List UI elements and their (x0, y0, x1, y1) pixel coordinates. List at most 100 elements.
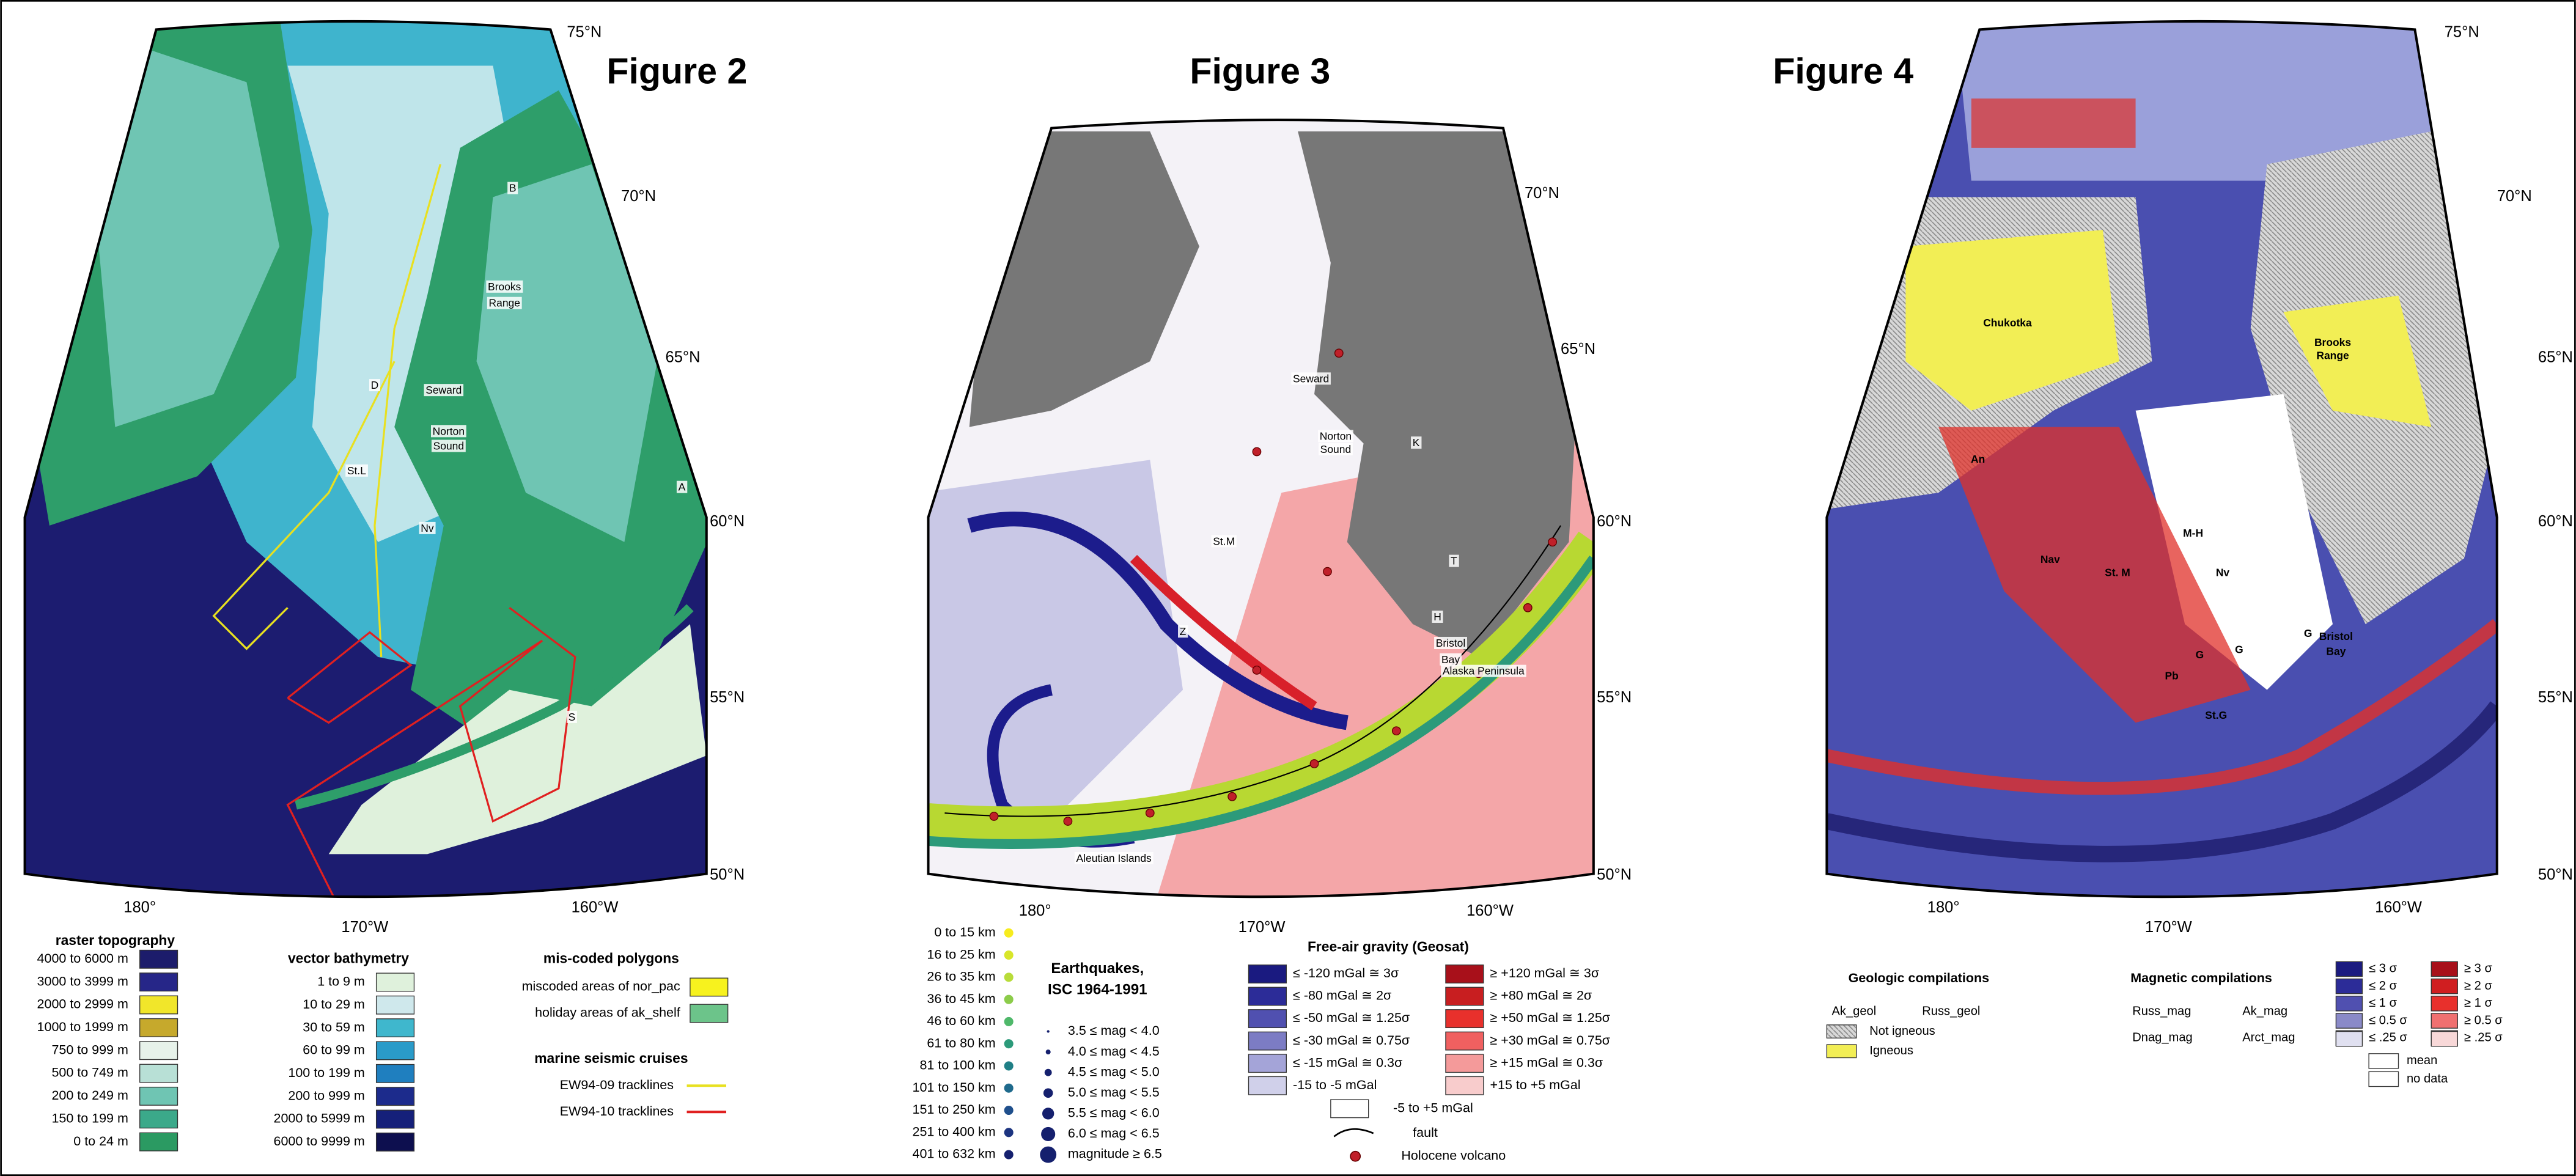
place-label: Norton (433, 425, 465, 437)
longitude-label: 180° (123, 899, 156, 916)
legend-label: ≥ +30 mGal ≅ 0.75σ (1490, 1033, 1611, 1048)
place-label: Brooks (488, 281, 521, 293)
legend-label: 401 to 632 km (913, 1147, 996, 1161)
legend-label: 150 to 199 m (51, 1111, 128, 1125)
legend-label: ≥ +50 mGal ≅ 1.25σ (1490, 1010, 1611, 1025)
legend-label: 6000 to 9999 m (274, 1134, 365, 1148)
legend-swatch (2431, 996, 2457, 1011)
latitude-label: 60°N (1597, 513, 1632, 530)
legend-dot (1004, 1017, 1014, 1026)
latitude-label: 55°N (2538, 689, 2573, 706)
legend-dot (1004, 1106, 1014, 1115)
legend-label: 100 to 199 m (288, 1065, 364, 1080)
legend-swatch (140, 973, 178, 991)
legend-label: ≥ +120 mGal ≅ 3σ (1490, 966, 1600, 980)
volcano (1393, 727, 1400, 735)
legend-label: Not igneous (1869, 1024, 1935, 1038)
longitude-label: 160°W (1466, 902, 1514, 919)
legend-title: Free-air gravity (Geosat) (1308, 939, 1469, 955)
longitude-label: 180° (1019, 902, 1051, 919)
legend-label: Arct_mag (2242, 1031, 2295, 1045)
legend-label: 151 to 250 km (913, 1102, 996, 1117)
legend-label: Holocene volcano (1401, 1148, 1506, 1163)
legend-swatch (1827, 1025, 1856, 1038)
place-label: Seward (425, 384, 462, 396)
legend-dot (1042, 1108, 1054, 1119)
legend-swatch (1249, 1054, 1287, 1073)
legend-label: magnitude ≥ 6.5 (1068, 1147, 1162, 1161)
legend-label: ≤ 0.5 σ (2369, 1013, 2407, 1027)
legend-swatch (1249, 1032, 1287, 1050)
legend-swatch (2431, 1032, 2457, 1046)
legend-swatch (140, 1110, 178, 1128)
legend-swatch (1249, 1076, 1287, 1095)
legend-label: 4.0 ≤ mag < 4.5 (1068, 1044, 1160, 1059)
place-label: St.M (1213, 535, 1235, 547)
legend-swatch (140, 1087, 178, 1106)
volcano (1064, 817, 1072, 825)
volcano (1323, 567, 1331, 575)
place-label: Brooks (2314, 336, 2351, 348)
legend-swatch (1446, 1032, 1484, 1050)
legend-dot (1004, 1039, 1014, 1048)
longitude-label: 170°W (2145, 919, 2192, 936)
legend-label: 101 to 150 km (913, 1080, 996, 1095)
legend-label: 46 to 60 km (927, 1013, 995, 1028)
page: Figure 275°N70°N65°N60°N55°N50°N180°170°… (0, 0, 2576, 1176)
latitude-label: 75°N (567, 23, 602, 40)
latitude-label: 75°N (2445, 23, 2479, 40)
latitude-label: 70°N (1525, 185, 1559, 202)
legend-swatch (1249, 987, 1287, 1005)
legend-swatch (1446, 1076, 1484, 1095)
volcano (1253, 447, 1260, 455)
legend-title: mis-coded polygons (543, 950, 679, 966)
legend-label: ≥ +80 mGal ≅ 2σ (1490, 988, 1592, 1003)
legend-swatch (1446, 987, 1484, 1005)
legend-label: 16 to 25 km (927, 947, 995, 961)
figure-title: Figure 4 (1773, 51, 1913, 92)
legend-swatch (1446, 1054, 1484, 1073)
legend-label: ≤ -120 mGal ≅ 3σ (1293, 966, 1399, 980)
legend-swatch (140, 996, 178, 1014)
place-label: T (1451, 555, 1457, 567)
legend-label: ≤ 1 σ (2369, 996, 2397, 1010)
place-label: G (2196, 649, 2204, 661)
latitude-label: 55°N (710, 689, 745, 706)
place-label: Seward (1293, 372, 1329, 384)
legend-label: no data (2407, 1072, 2448, 1086)
volcano (990, 812, 998, 820)
legend-volcano (1350, 1152, 1360, 1161)
legend-dot (1004, 928, 1014, 938)
legend-swatch (2336, 996, 2362, 1011)
legend-label: 0 to 24 m (73, 1134, 128, 1148)
latitude-label: 60°N (710, 513, 745, 530)
legend-label: 500 to 749 m (51, 1065, 128, 1080)
legend-swatch (377, 973, 414, 991)
legend-swatch (690, 978, 728, 996)
legend-swatch (377, 1087, 414, 1106)
legend-title: Magnetic compilations (2130, 971, 2272, 985)
figure-title: Figure 2 (606, 51, 747, 92)
legend-label: -15 to -5 mGal (1293, 1078, 1377, 1092)
place-label: Bay (1441, 653, 1460, 666)
legend-label: 4000 to 6000 m (37, 951, 128, 966)
legend-label: 81 to 100 km (919, 1058, 995, 1073)
legend-swatch (1249, 1010, 1287, 1028)
latitude-label: 55°N (1597, 689, 1632, 706)
legend-label: ≤ -30 mGal ≅ 0.75σ (1293, 1033, 1410, 1048)
legend-swatch (2336, 961, 2362, 976)
place-label: St.G (2205, 709, 2227, 721)
legend-swatch (2336, 1013, 2362, 1028)
legend-swatch (140, 1133, 178, 1151)
place-label: Nv (421, 522, 434, 534)
legend-dot (1004, 995, 1014, 1004)
longitude-label: 170°W (341, 919, 388, 936)
place-label: St. M (2105, 566, 2130, 578)
legend-dot (1004, 1128, 1014, 1137)
legend-label: ≥ +15 mGal ≅ 0.3σ (1490, 1055, 1603, 1070)
legend-dot (1045, 1069, 1052, 1076)
place-label: A (679, 481, 686, 493)
place-label: St.L (347, 465, 366, 477)
legend-label: ≤ -15 mGal ≅ 0.3σ (1293, 1055, 1402, 1070)
legend-title: raster topography (56, 932, 175, 948)
